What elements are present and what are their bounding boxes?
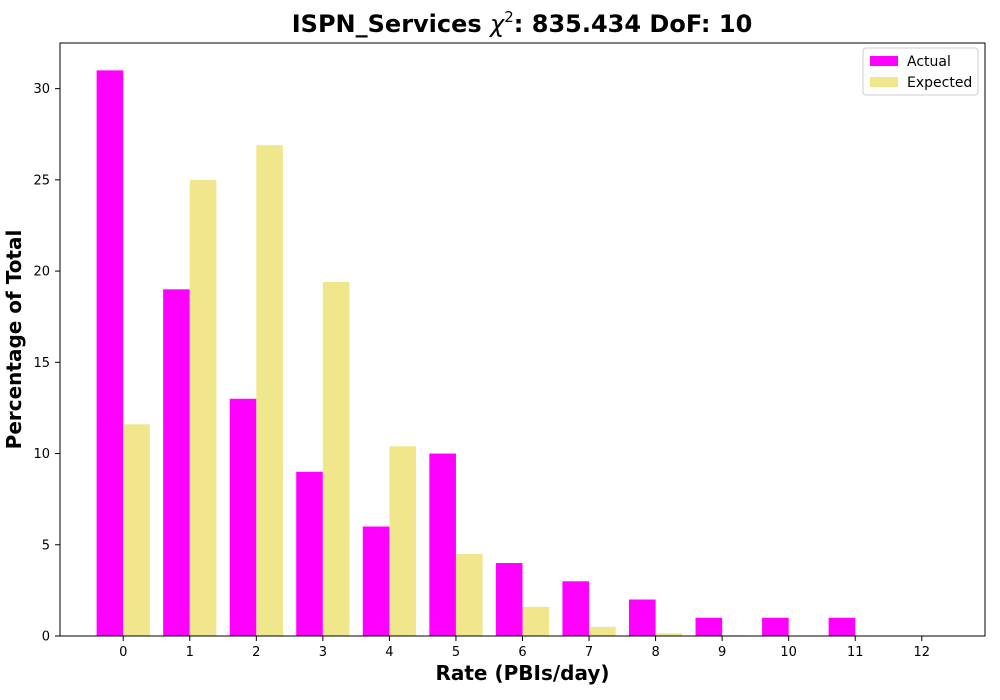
x-axis-title: Rate (PBIs/day): [435, 661, 609, 685]
x-tick-label: 9: [718, 645, 726, 660]
bar-actual-10: [762, 617, 789, 636]
legend-label-actual: Actual: [907, 54, 951, 70]
bar-actual-11: [828, 617, 856, 636]
bar-actual-7: [562, 581, 590, 636]
bar-actual-6: [495, 563, 523, 636]
bar-actual-5: [429, 453, 456, 636]
bar-expected-7: [589, 626, 616, 636]
y-axis-ticks: 0 5 10 15 20 25 30: [33, 82, 60, 645]
y-tick-label: 30: [33, 82, 50, 97]
x-tick-label: 6: [518, 645, 526, 660]
x-axis-ticks: 0 1 2 3 4 5 6 7 8 9 10 11 12: [119, 636, 930, 660]
bar-expected-1: [189, 179, 217, 636]
legend-swatch-expected: [870, 77, 898, 87]
title-prefix: ISPN_Services: [292, 10, 490, 38]
x-tick-label: 8: [651, 645, 659, 660]
x-tick-label: 4: [385, 645, 393, 660]
x-tick-label: 5: [452, 645, 460, 660]
chart-title: ISPN_Services χ2: 835.434 DoF: 10: [292, 8, 753, 38]
bar-actual-3: [296, 471, 323, 636]
bar-actual-0: [96, 70, 124, 637]
bars-group: [96, 70, 856, 637]
y-tick-label: 5: [42, 538, 50, 553]
y-tick-label: 10: [33, 447, 50, 462]
plot-frame: [59, 42, 986, 637]
bar-expected-3: [322, 282, 350, 636]
title-chi-symbol: χ: [488, 10, 505, 38]
bar-expected-2: [256, 145, 283, 636]
y-axis-title: Percentage of Total: [2, 230, 26, 450]
x-tick-label: 10: [780, 645, 797, 660]
x-tick-label: 7: [585, 645, 593, 660]
bar-actual-4: [362, 526, 390, 636]
title-suffix: : 835.434 DoF: 10: [514, 10, 752, 38]
y-tick-label: 15: [33, 356, 50, 371]
x-tick-label: 2: [252, 645, 260, 660]
bar-expected-6: [522, 606, 550, 636]
bar-actual-9: [695, 617, 723, 636]
bar-expected-4: [389, 446, 417, 636]
x-tick-label: 11: [847, 645, 864, 660]
x-tick-label: 3: [319, 645, 327, 660]
y-tick-label: 0: [42, 630, 50, 645]
bar-actual-8: [628, 599, 656, 636]
bar-expected-8: [655, 633, 683, 636]
legend: Actual Expected: [862, 47, 979, 96]
y-tick-label: 25: [33, 173, 50, 188]
y-tick-label: 20: [33, 265, 50, 280]
bar-actual-1: [163, 289, 190, 636]
title-superscript: 2: [504, 8, 514, 26]
legend-swatch-actual: [870, 56, 898, 66]
bar-expected-5: [455, 553, 483, 636]
x-tick-label: 1: [186, 645, 194, 660]
bar-actual-2: [229, 398, 257, 636]
x-tick-label: 0: [119, 645, 127, 660]
bar-expected-0: [123, 424, 150, 636]
x-tick-label: 12: [914, 645, 931, 660]
legend-label-expected: Expected: [907, 75, 972, 91]
